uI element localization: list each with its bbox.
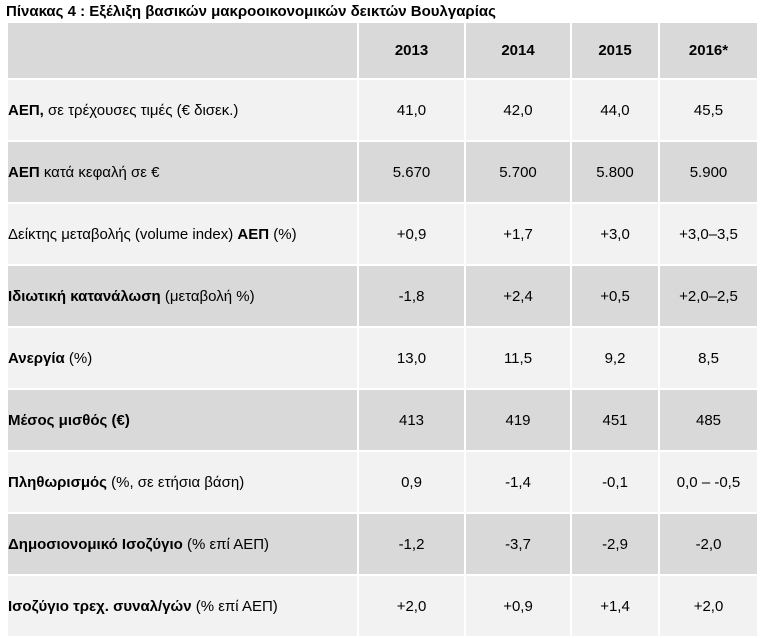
- value-cell: -2,9: [570, 512, 660, 576]
- table-row: ΑΕΠ, σε τρέχουσες τιμές (€ δισεκ.) 41,0 …: [6, 78, 759, 142]
- value-cell: 451: [570, 388, 660, 452]
- value-cell: 41,0: [357, 78, 466, 142]
- value-cell: 0,9: [357, 450, 466, 514]
- year-header: 2014: [464, 21, 572, 80]
- row-label: Δείκτης μεταβολής (volume index) ΑΕΠ (%): [6, 202, 359, 266]
- year-header: 2016*: [658, 21, 759, 80]
- value-cell: 44,0: [570, 78, 660, 142]
- header-corner-cell: [6, 21, 359, 80]
- value-cell: +1,7: [464, 202, 572, 266]
- row-label: ΑΕΠ κατά κεφαλή σε €: [6, 140, 359, 204]
- value-cell: 5.800: [570, 140, 660, 204]
- row-label: Ανεργία (%): [6, 326, 359, 390]
- value-cell: 485: [658, 388, 759, 452]
- row-label: Ιδιωτική κατανάλωση (μεταβολή %): [6, 264, 359, 328]
- value-cell: -1,4: [464, 450, 572, 514]
- header-row: 2013 2014 2015 2016*: [6, 21, 759, 80]
- table-row: Ιδιωτική κατανάλωση (μεταβολή %) -1,8 +2…: [6, 264, 759, 328]
- row-label: Δημοσιονομικό Ισοζύγιο (% επί ΑΕΠ): [6, 512, 359, 576]
- row-label: Ισοζύγιο τρεχ. συναλ/γών (% επί ΑΕΠ): [6, 574, 359, 638]
- table-row: Δημοσιονομικό Ισοζύγιο (% επί ΑΕΠ) -1,2 …: [6, 512, 759, 576]
- value-cell: 413: [357, 388, 466, 452]
- value-cell: -2,0: [658, 512, 759, 576]
- value-cell: +2,4: [464, 264, 572, 328]
- value-cell: +2,0–2,5: [658, 264, 759, 328]
- table-row: Πληθωρισμός (%, σε ετήσια βάση) 0,9 -1,4…: [6, 450, 759, 514]
- value-cell: -0,1: [570, 450, 660, 514]
- value-cell: 42,0: [464, 78, 572, 142]
- value-cell: +0,5: [570, 264, 660, 328]
- table-row: Μέσος μισθός (€) 413 419 451 485: [6, 388, 759, 452]
- table-row: ΑΕΠ κατά κεφαλή σε € 5.670 5.700 5.800 5…: [6, 140, 759, 204]
- value-cell: +3,0–3,5: [658, 202, 759, 266]
- value-cell: 419: [464, 388, 572, 452]
- row-label: Μέσος μισθός (€): [6, 388, 359, 452]
- row-label: Πληθωρισμός (%, σε ετήσια βάση): [6, 450, 359, 514]
- value-cell: +0,9: [464, 574, 572, 638]
- value-cell: -1,8: [357, 264, 466, 328]
- table-row: Δείκτης μεταβολής (volume index) ΑΕΠ (%)…: [6, 202, 759, 266]
- value-cell: 13,0: [357, 326, 466, 390]
- value-cell: 5.670: [357, 140, 466, 204]
- row-label: ΑΕΠ, σε τρέχουσες τιμές (€ δισεκ.): [6, 78, 359, 142]
- value-cell: 5.700: [464, 140, 572, 204]
- table-caption: Πίνακας 4 : Εξέλιξη βασικών μακροοικονομ…: [6, 3, 496, 20]
- value-cell: 45,5: [658, 78, 759, 142]
- year-header: 2015: [570, 21, 660, 80]
- value-cell: +2,0: [658, 574, 759, 638]
- table-row: Ανεργία (%) 13,0 11,5 9,2 8,5: [6, 326, 759, 390]
- value-cell: -3,7: [464, 512, 572, 576]
- value-cell: +2,0: [357, 574, 466, 638]
- year-header: 2013: [357, 21, 466, 80]
- value-cell: -1,2: [357, 512, 466, 576]
- macro-indicators-table: 2013 2014 2015 2016* ΑΕΠ, σε τρέχουσες τ…: [6, 21, 759, 638]
- value-cell: +3,0: [570, 202, 660, 266]
- value-cell: 11,5: [464, 326, 572, 390]
- value-cell: 8,5: [658, 326, 759, 390]
- value-cell: +0,9: [357, 202, 466, 266]
- table-row: Ισοζύγιο τρεχ. συναλ/γών (% επί ΑΕΠ) +2,…: [6, 574, 759, 638]
- value-cell: 5.900: [658, 140, 759, 204]
- value-cell: 9,2: [570, 326, 660, 390]
- value-cell: +1,4: [570, 574, 660, 638]
- value-cell: 0,0 – -0,5: [658, 450, 759, 514]
